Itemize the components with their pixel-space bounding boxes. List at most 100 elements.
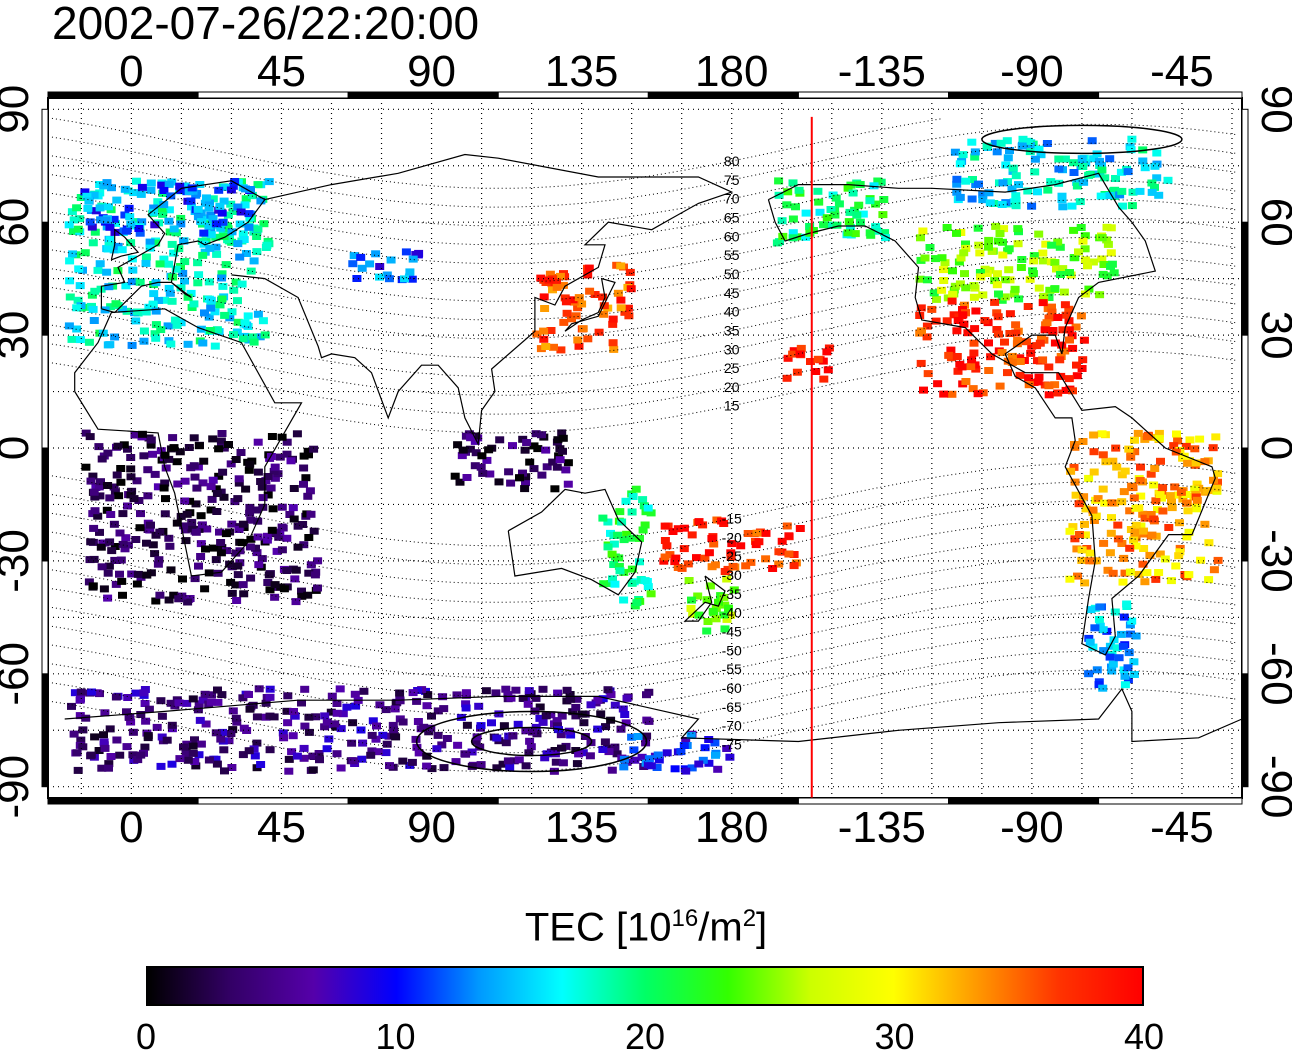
tec-pixel: [212, 760, 222, 768]
tec-pixel: [220, 311, 230, 319]
tec-pixel: [122, 708, 131, 716]
tec-pixel: [106, 753, 116, 760]
lat-tick-label-right: -30: [1252, 529, 1292, 593]
tec-pixel: [86, 538, 96, 546]
tec-pixel: [227, 764, 237, 771]
tec-pixel: [676, 748, 686, 756]
tec-pixel: [105, 341, 115, 349]
tec-pixel: [728, 562, 738, 570]
tec-pixel: [1072, 178, 1082, 186]
tec-pixel: [208, 435, 218, 443]
tec-pixel: [679, 524, 689, 532]
tec-pixel: [465, 445, 475, 453]
tec-pixel: [132, 308, 142, 316]
tec-pixel: [1053, 238, 1063, 246]
tec-pixel: [1057, 341, 1067, 349]
tec-pixel: [175, 755, 185, 763]
tec-pixel: [1022, 338, 1031, 346]
tec-pixel: [290, 575, 300, 583]
tec-pixel: [194, 271, 204, 279]
tec-pixel: [467, 748, 477, 756]
tec-pixel: [1042, 319, 1052, 327]
tec-pixel: [186, 289, 196, 297]
tec-pixel: [76, 736, 86, 744]
tec-pixel: [858, 210, 868, 218]
tec-pixel: [384, 275, 394, 283]
tec-pixel: [1140, 578, 1150, 586]
tec-pixel: [608, 575, 617, 583]
tec-pixel: [931, 255, 940, 263]
tec-pixel: [236, 449, 246, 456]
tec-pixel: [1085, 638, 1095, 646]
tec-pixel: [135, 278, 145, 286]
tec-pixel: [148, 208, 158, 216]
tec-pixel: [381, 749, 391, 757]
tec-pixel: [668, 528, 678, 535]
tec-pixel: [552, 463, 562, 471]
tec-pixel: [99, 585, 109, 593]
tec-pixel: [173, 480, 183, 488]
tec-pixel: [152, 723, 162, 731]
tec-pixel: [978, 196, 988, 204]
tec-pixel: [562, 686, 572, 694]
tec-pixel: [157, 181, 167, 189]
tec-pixel: [1095, 622, 1105, 630]
tec-pixel: [356, 726, 366, 734]
tec-pixel: [81, 463, 91, 471]
tec-pixel: [117, 577, 127, 585]
tec-pixel: [97, 563, 107, 571]
tec-pixel: [1192, 496, 1202, 504]
tec-pixel: [1094, 615, 1104, 623]
tec-pixel: [1167, 498, 1176, 505]
tec-pixel: [414, 749, 424, 757]
coastline: [564, 277, 616, 332]
tec-pixel: [172, 519, 182, 527]
tec-pixel: [73, 225, 83, 233]
tec-pixel: [244, 223, 254, 231]
tec-pixel: [1123, 168, 1133, 176]
tec-pixel: [505, 763, 515, 771]
tec-pixel: [126, 239, 136, 247]
tec-pixel: [241, 485, 251, 493]
tec-pixel: [137, 183, 147, 191]
tec-pixel: [1065, 575, 1075, 583]
tec-pixel: [536, 274, 546, 282]
tec-pixel: [164, 260, 174, 268]
tec-region-new-zealand: [684, 575, 739, 635]
tec-pixel: [920, 254, 930, 262]
tec-pixel: [148, 300, 158, 308]
tec-pixel: [189, 462, 199, 470]
tec-pixel: [568, 296, 578, 304]
tec-pixel: [1129, 494, 1139, 502]
tec-pixel: [613, 531, 623, 539]
magnetic-lat-label: 15: [724, 398, 740, 414]
tec-pixel: [679, 545, 689, 553]
tec-pixel: [1034, 373, 1044, 381]
tec-pixel: [155, 591, 165, 599]
tec-pixel: [1122, 600, 1132, 608]
tec-pixel: [579, 719, 589, 727]
tec-pixel: [194, 700, 204, 708]
tec-pixel: [1080, 232, 1090, 240]
tec-pixel: [521, 479, 530, 487]
tec-pixel: [660, 537, 670, 544]
tec-pixel: [1025, 275, 1035, 283]
tec-pixel: [187, 518, 197, 526]
tec-pixel: [105, 538, 115, 546]
tec-pixel: [789, 551, 799, 558]
tec-pixel: [277, 523, 287, 531]
tec-pixel: [865, 197, 875, 205]
tec-pixel: [90, 507, 100, 515]
tec-pixel: [291, 566, 301, 574]
tec-pixel: [627, 508, 637, 516]
tec-pixel: [264, 178, 274, 186]
tec-pixel: [1024, 374, 1034, 382]
tec-pixel: [830, 211, 840, 219]
colorbar: [146, 966, 1144, 1006]
tec-pixel: [533, 445, 543, 453]
tec-pixel: [1097, 162, 1106, 170]
tec-pixel: [180, 277, 189, 285]
tec-pixel: [1038, 249, 1048, 257]
tec-pixel: [297, 587, 306, 595]
tec-pixel: [176, 214, 186, 222]
